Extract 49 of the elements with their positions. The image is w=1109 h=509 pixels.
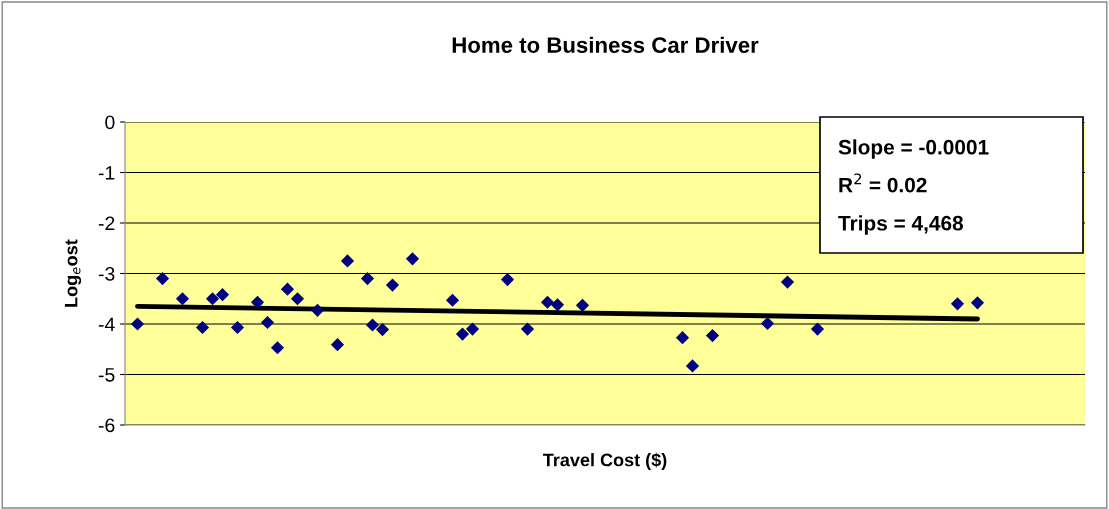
point — [205, 292, 220, 306]
point — [130, 317, 145, 331]
point — [705, 329, 720, 343]
point — [500, 272, 515, 287]
point — [330, 338, 345, 352]
point — [810, 322, 825, 336]
y-tick-label: -1 — [98, 166, 115, 180]
y-tick-label: -3 — [98, 266, 115, 281]
point — [550, 298, 565, 312]
point — [465, 322, 480, 336]
point — [360, 271, 375, 286]
x-axis-title: Travel Cost ($) — [542, 452, 667, 470]
point — [385, 278, 400, 292]
annotation: R$^{2}$ = 0.02 — [839, 173, 927, 193]
point — [970, 296, 985, 310]
point — [375, 322, 390, 337]
point — [175, 292, 190, 306]
point — [155, 271, 170, 286]
point — [365, 318, 380, 332]
point — [455, 327, 470, 341]
point — [195, 320, 210, 335]
point — [405, 252, 420, 266]
annotation: Slope = -0.0001 — [838, 139, 989, 159]
point — [520, 322, 535, 336]
point — [780, 275, 795, 289]
y-axis-title: Log$_{e}$ost — [64, 239, 82, 307]
point — [230, 320, 245, 335]
y-tick-label: -4 — [98, 317, 115, 332]
y-tick-label: -2 — [98, 216, 115, 231]
point — [215, 288, 230, 302]
point — [270, 341, 285, 355]
point — [760, 316, 775, 331]
point — [290, 292, 305, 306]
annotation: Trips = 4,468 — [838, 215, 964, 235]
point — [250, 295, 265, 309]
point — [540, 295, 555, 309]
point — [340, 254, 355, 268]
point — [260, 315, 275, 330]
point — [675, 331, 690, 345]
point — [950, 297, 965, 311]
y-tick-label: -5 — [98, 368, 115, 382]
point — [310, 303, 325, 317]
y-tick-label: -6 — [98, 418, 115, 433]
point — [685, 359, 700, 373]
point — [575, 298, 590, 312]
point — [280, 282, 295, 296]
point — [445, 293, 460, 307]
chart-title: Home to Business Car Driver — [452, 36, 759, 53]
y-tick-label: 0 — [105, 115, 115, 130]
